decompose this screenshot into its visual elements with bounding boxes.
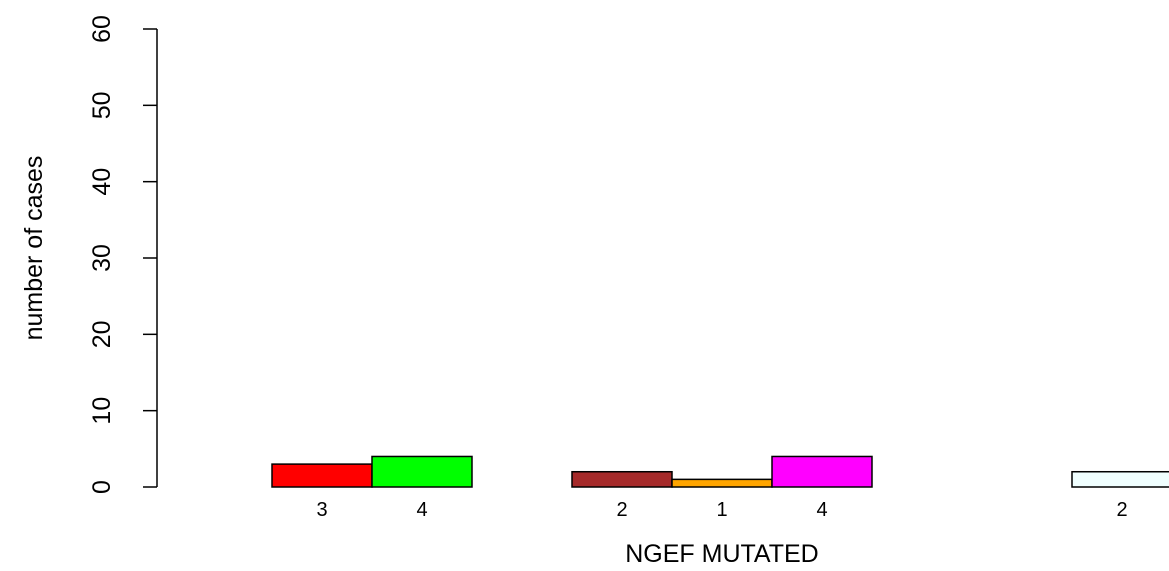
bar-value-label: 2 [616,499,627,521]
bar-value-label: 4 [816,499,827,521]
y-axis: 0 10 20 30 40 50 60 [88,15,158,494]
y-tick-label: 60 [88,15,116,43]
y-axis-title: number of cases [20,156,48,341]
bar [571,470,673,488]
y-tick-label: 40 [88,168,116,196]
bar [671,478,773,488]
bar-value-label: 1 [716,499,727,521]
y-tick-label: 0 [88,480,116,494]
y-tick-label: 10 [88,397,116,425]
bar [271,463,373,488]
x-axis-title: NGEF MUTATED [625,540,819,568]
y-tick-label: 20 [88,320,116,348]
bar [371,455,473,488]
bar-labels: 3 4 2 1 4 2 [316,499,1127,521]
bar-value-label: 4 [416,499,427,521]
bar-value-label: 2 [1116,499,1127,521]
y-tick-label: 30 [88,244,116,272]
bars [271,455,1169,488]
bar [1071,470,1169,488]
y-tick-label: 50 [88,91,116,119]
bar [771,455,873,488]
bar-value-label: 3 [316,499,327,521]
